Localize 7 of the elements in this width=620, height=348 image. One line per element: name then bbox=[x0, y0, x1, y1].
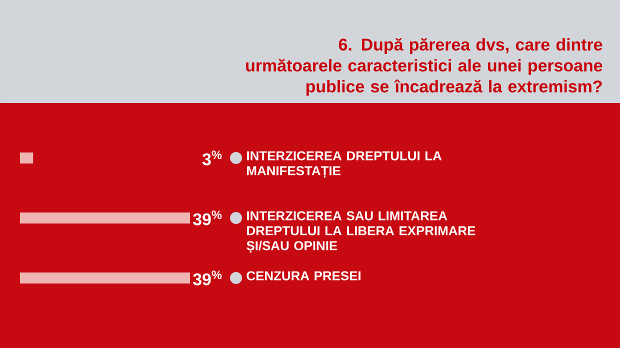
data-label: 39$^{%}$ bbox=[193, 270, 222, 286]
data-label: 39$^{%}$ bbox=[193, 210, 222, 226]
text: 6. După părerea dvs, care dintre următoarele caracteristici ale unei persoane publice se încadrează la extremism? bbox=[246, 38, 602, 96]
y-tick-label: INTERZICEREA DREPTULUI LA MANIFESTAȚIE bbox=[247, 151, 442, 178]
data-label: 3$^{%}$ bbox=[202, 150, 222, 166]
y-tick-label: INTERZICEREA SAU LIMITAREA DREPTULUI LA LIBERA EXPRIMARE ȘI/SAU OPINIE bbox=[246, 211, 476, 254]
y-tick-label: CENZURA PRESEI bbox=[246, 271, 360, 280]
